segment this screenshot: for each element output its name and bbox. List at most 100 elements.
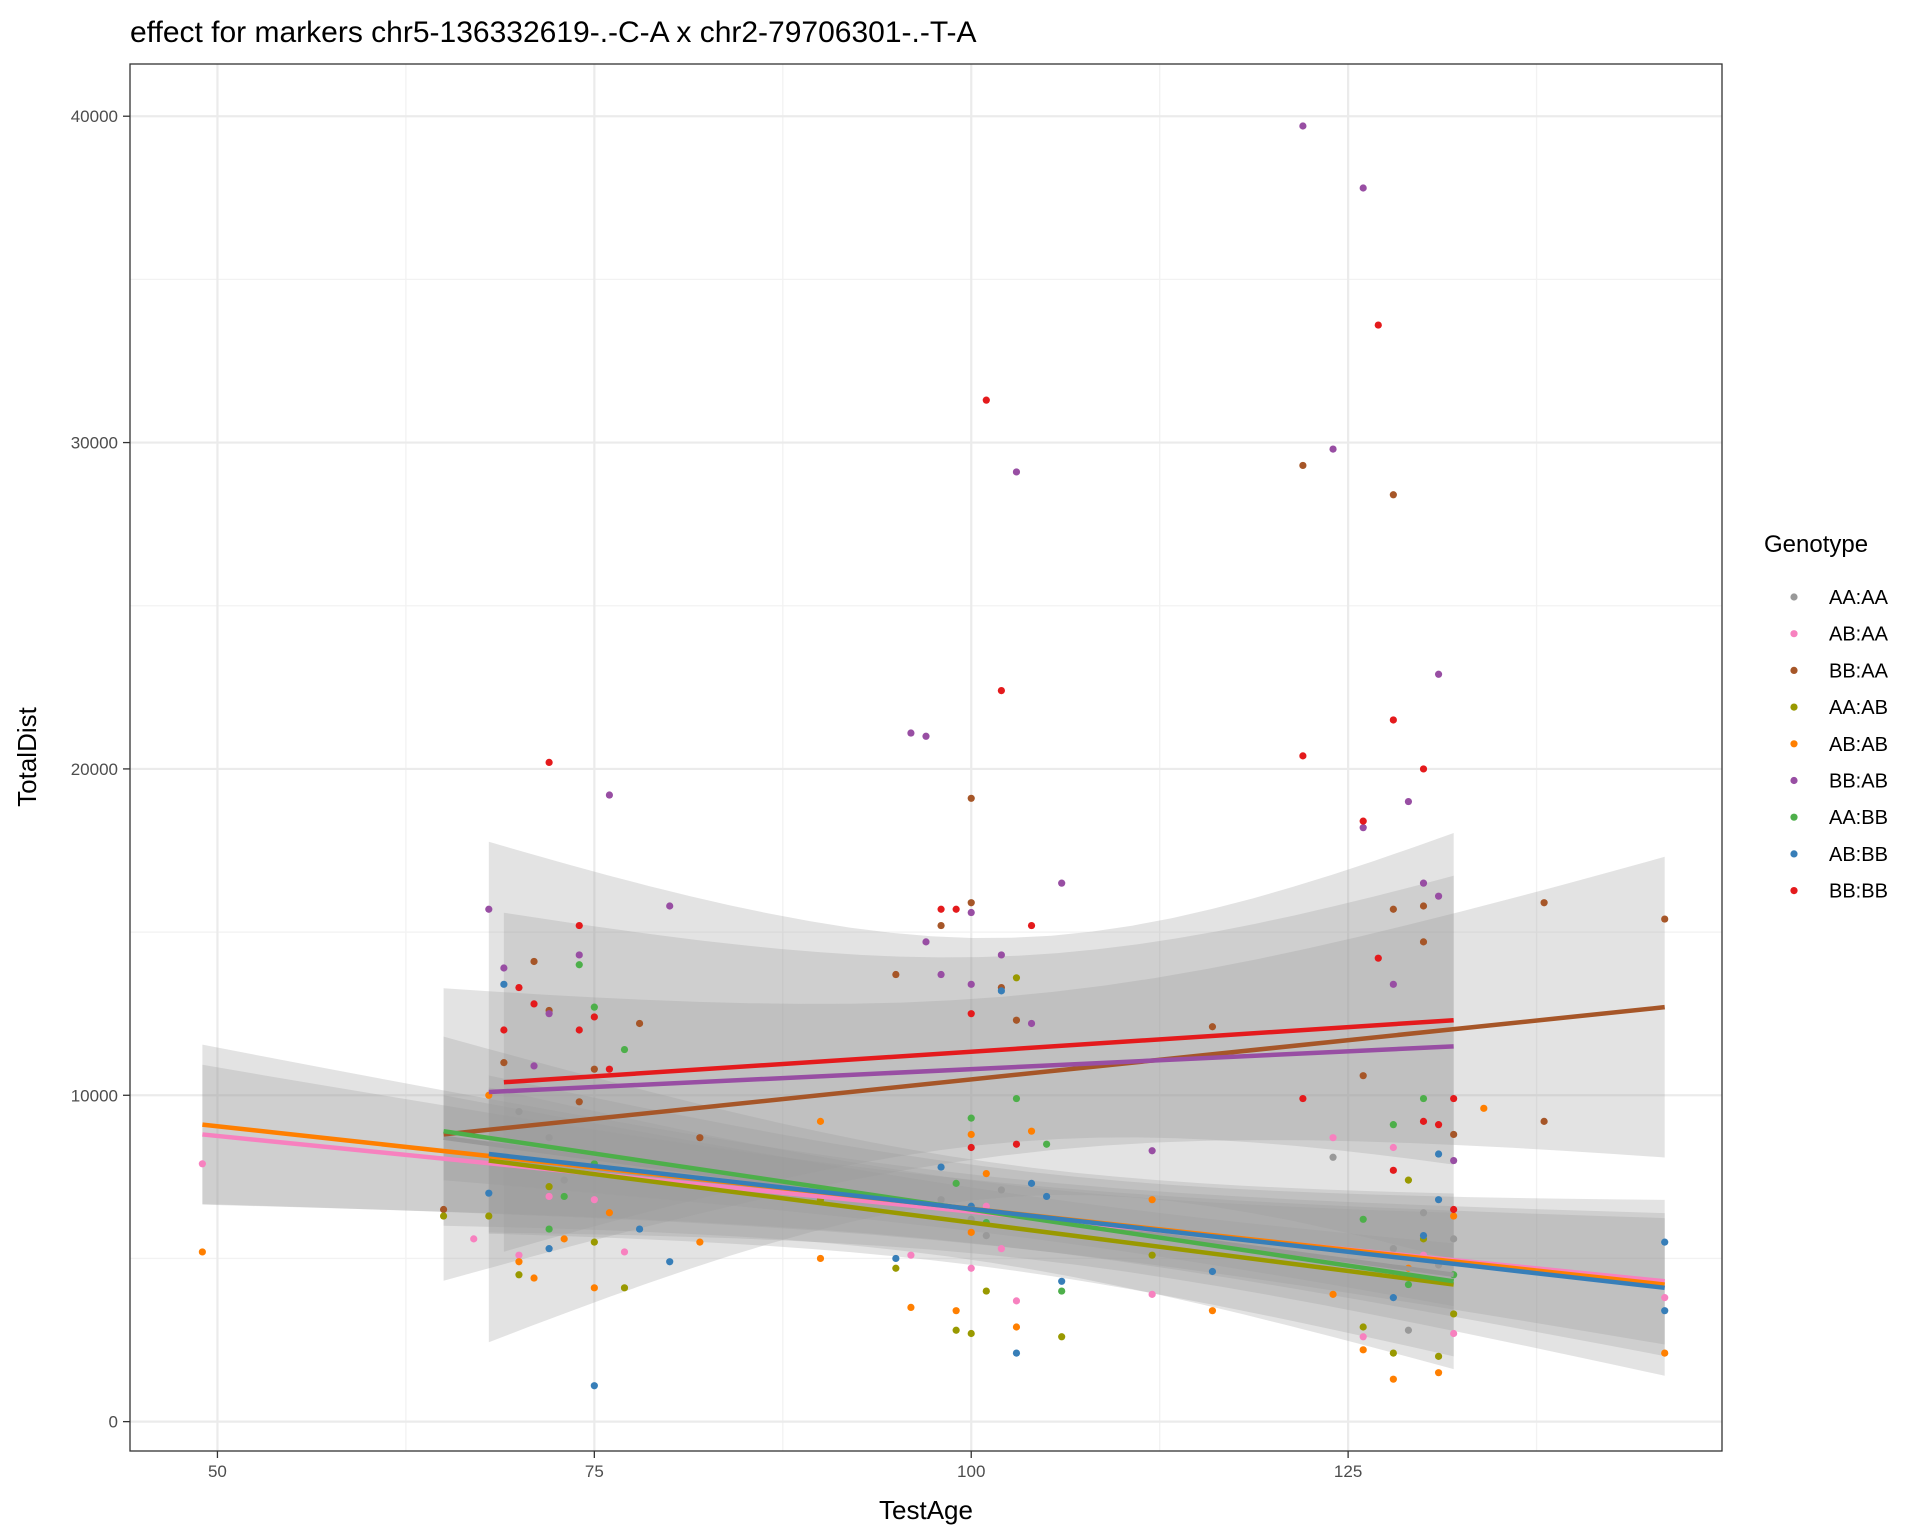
data-point-ab-bb [997,987,1005,995]
data-point-aa-aa [997,1186,1005,1194]
data-point-bb-bb [575,1026,583,1034]
x-tick-label: 100 [957,1462,985,1481]
data-point-ab-aa [470,1235,478,1243]
legend-label-ab-ab: AB:AB [1829,734,1888,756]
data-point-aa-ab [892,1264,900,1272]
panel-border [129,63,1723,1452]
data-point-ab-bb [1058,1277,1066,1285]
y-tick-label: 30000 [71,434,118,453]
data-point-aa-bb [952,1179,960,1187]
legend-key-ab-aa [1790,630,1798,638]
data-point-bb-ab [1404,797,1413,806]
data-point-ab-aa [590,1196,598,1204]
regression-line-bb-aa [443,1004,1665,1137]
data-point-bb-bb [967,1010,975,1018]
data-point-bb-ab [1419,879,1428,887]
data-point-ab-ab [1434,1369,1443,1377]
data-point-bb-bb [1359,817,1367,825]
data-point-bb-ab [1299,122,1307,130]
data-point-ab-ab [1148,1196,1156,1204]
data-point-ab-ab [515,1258,523,1266]
y-tick-label: 40000 [71,107,118,126]
regression-line-aa-ab [488,1158,1454,1287]
data-point-ab-ab [1012,1323,1021,1331]
y-tick-label: 20000 [71,760,118,779]
data-point-ab-ab [1450,1212,1458,1220]
data-point-aa-bb [590,1003,598,1011]
data-point-bb-bb [982,396,990,404]
data-point-bb-aa [1540,1117,1548,1125]
data-point-aa-ab [439,1212,448,1220]
data-point-ab-aa [1450,1329,1458,1338]
data-point-bb-bb [1389,716,1397,724]
confidence-band-aa-bb [443,1036,1454,1370]
data-point-aa-aa [1450,1235,1458,1243]
data-point-bb-bb [1419,765,1428,773]
data-point-ab-ab [590,1284,598,1292]
data-point-ab-bb [892,1254,900,1263]
data-point-aa-bb [1419,1094,1428,1103]
data-point-ab-bb [545,1245,553,1253]
data-point-bb-bb [937,905,945,913]
data-point-bb-bb [967,1143,975,1152]
data-point-ab-ab [1480,1104,1488,1112]
data-point-ab-bb [1419,1232,1428,1240]
data-point-bb-aa [967,899,975,907]
data-point-aa-bb [1389,1121,1397,1129]
data-point-bb-aa [1359,1072,1367,1080]
data-point-bb-ab [575,951,583,959]
data-point-aa-aa [515,1107,523,1116]
data-point-ab-bb [666,1258,674,1266]
data-point-bb-bb [1012,1140,1021,1148]
data-point-ab-bb [635,1225,644,1233]
legend-key-bb-aa [1790,666,1798,675]
data-point-ab-ab [952,1307,960,1315]
data-point-bb-bb [500,1026,508,1034]
data-point-bb-aa [530,957,538,966]
data-point-ab-aa [907,1251,915,1259]
data-point-bb-aa [635,1019,644,1028]
data-point-bb-bb [590,1013,598,1021]
data-point-bb-bb [1374,321,1382,329]
data-point-bb-aa [892,970,900,979]
data-point-ab-bb [590,1382,598,1390]
data-point-ab-ab [560,1235,568,1243]
data-point-ab-bb [1661,1307,1669,1315]
regression-lines [202,1004,1665,1291]
legend-key-ab-bb [1790,850,1798,858]
data-point-bb-ab [1359,824,1367,832]
data-point-aa-bb [1404,1280,1413,1289]
data-point-bb-aa [590,1065,598,1073]
data-point-aa-ab [1058,1333,1066,1341]
data-point-aa-aa [560,1176,568,1184]
regression-line-ab-bb [488,1151,1665,1291]
data-point-aa-ab [982,1287,990,1295]
data-point-aa-ab [1359,1323,1367,1331]
data-point-bb-ab [605,791,614,799]
data-point-ab-bb [1389,1294,1397,1302]
data-point-bb-aa [1299,461,1307,470]
legend-key-aa-bb [1790,813,1798,821]
data-point-aa-aa [1404,1326,1413,1334]
data-point-bb-aa [1389,491,1397,499]
legend-key-ab-ab [1790,740,1798,748]
data-point-aa-aa [1389,1245,1397,1253]
data-point-ab-ab [1027,1127,1036,1135]
data-point-bb-bb [1299,752,1307,760]
data-point-aa-aa [1329,1153,1337,1161]
legend-label-bb-ab: BB:AB [1829,771,1888,793]
legend-title: Genotype [1764,531,1868,558]
axes: 50 75 100 125 0 10000 20000 30000 40000 [71,107,1363,1481]
data-point-aa-ab [515,1271,523,1279]
data-point-bb-ab [1450,1156,1458,1165]
data-point-ab-aa [1012,1297,1021,1305]
data-point-aa-ab [1450,1310,1458,1318]
legend-key-aa-ab [1790,703,1798,711]
data-point-bb-aa [696,1134,704,1142]
data-point-bb-aa [1012,1016,1021,1024]
data-point-aa-bb [1012,1094,1021,1103]
data-point-bb-bb [1419,1117,1428,1125]
data-point-bb-aa [1208,1023,1217,1031]
data-point-ab-ab [1661,1349,1669,1357]
